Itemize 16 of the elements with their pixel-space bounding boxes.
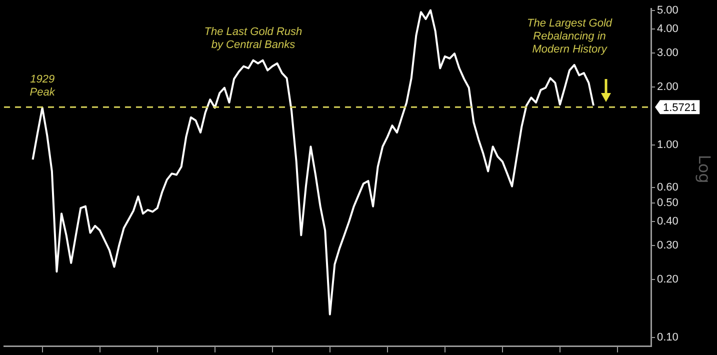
y-tick-label: 0.60 xyxy=(657,182,678,194)
y-tick-label: 0.50 xyxy=(657,196,678,209)
y-tick-label: 0.40 xyxy=(657,216,678,228)
text: Log xyxy=(694,154,714,184)
annotation: The Largest Gold Rebalancing in Modern History xyxy=(527,18,613,56)
annotation: 1929 Peak xyxy=(30,73,56,98)
y-tick-label: 0.30 xyxy=(657,240,678,252)
y-tick-label: 0.20 xyxy=(657,274,678,286)
y-tick-label: 4.00 xyxy=(657,22,678,35)
annotation: The Last Gold Rush by Central Banks xyxy=(204,26,302,51)
ref-line-label: 1.5721 xyxy=(663,102,697,114)
y-tick-label: 3.00 xyxy=(657,47,678,60)
y-tick-label: 1.00 xyxy=(657,138,678,151)
y-tick-label: 5.00 xyxy=(657,4,678,16)
y-tick-label: 2.00 xyxy=(657,80,678,93)
y-tick-label: 0.10 xyxy=(657,332,678,344)
